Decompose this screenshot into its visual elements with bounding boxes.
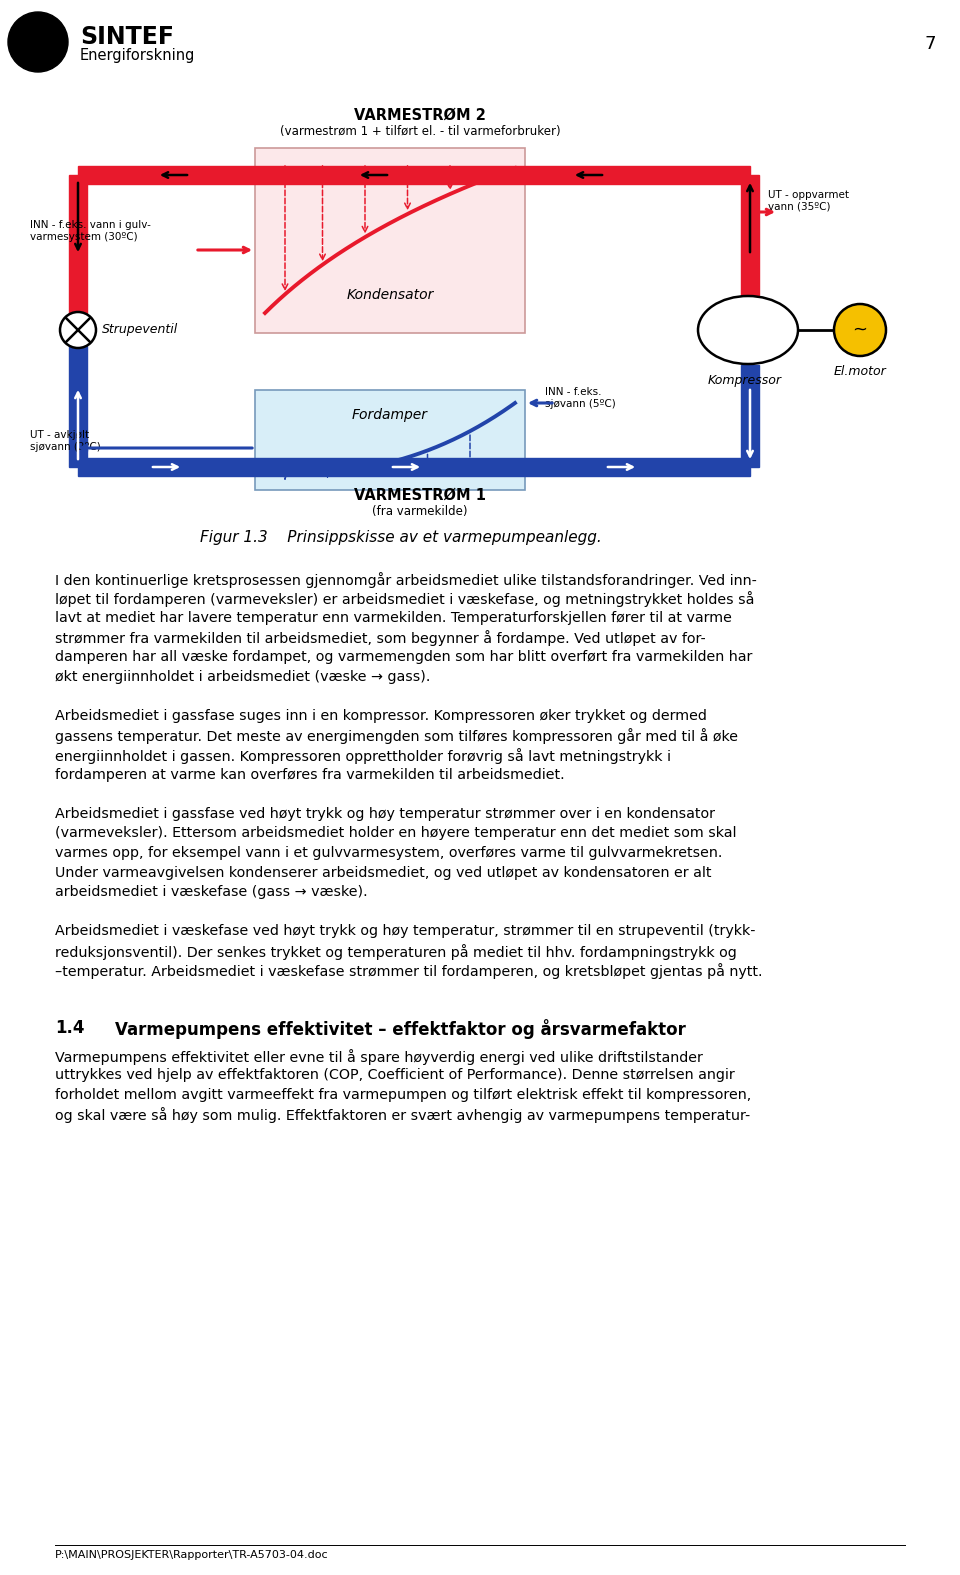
Bar [255, 391, 525, 490]
Circle shape [22, 27, 54, 58]
Text: Energiforskning: Energiforskning [80, 47, 196, 63]
Text: Kondensator: Kondensator [347, 288, 434, 302]
Text: INN - f.eks. vann i gulv-
varmesystem (30ºC): INN - f.eks. vann i gulv- varmesystem (3… [30, 221, 151, 241]
Text: løpet til fordamperen (varmeveksler) er arbeidsmediet i væskefase, og metningstr: løpet til fordamperen (varmeveksler) er … [55, 592, 755, 608]
Circle shape [834, 304, 886, 356]
Text: Arbeidsmediet i gassfase suges inn i en kompressor. Kompressoren øker trykket og: Arbeidsmediet i gassfase suges inn i en … [55, 709, 707, 723]
Text: Arbeidsmediet i gassfase ved høyt trykk og høy temperatur strømmer over i en kon: Arbeidsmediet i gassfase ved høyt trykk … [55, 806, 715, 821]
Bar [69, 346, 87, 468]
Text: (varmestrøm 1 + tilført el. - til varmeforbruker): (varmestrøm 1 + tilført el. - til varmef… [279, 124, 561, 139]
Text: INN - f.eks.
sjøvann (5ºC): INN - f.eks. sjøvann (5ºC) [545, 387, 615, 408]
Text: reduksjonsventil). Der senkes trykket og temperaturen på mediet til hhv. fordamp: reduksjonsventil). Der senkes trykket og… [55, 943, 736, 959]
Text: P:\MAIN\PROSJEKTER\Rapporter\TR-A5703-04.doc: P:\MAIN\PROSJEKTER\Rapporter\TR-A5703-04… [55, 1550, 328, 1559]
Text: 1.4: 1.4 [55, 1019, 84, 1036]
Text: forholdet mellom avgitt varmeeffekt fra varmepumpen og tilført elektrisk effekt : forholdet mellom avgitt varmeeffekt fra … [55, 1088, 752, 1102]
Text: uttrykkes ved hjelp av effektfaktoren (COP, Coefficient of Performance). Denne s: uttrykkes ved hjelp av effektfaktoren (C… [55, 1068, 734, 1082]
Text: ~: ~ [852, 321, 868, 339]
Text: (varmeveksler). Ettersom arbeidsmediet holder en høyere temperatur enn det medie: (varmeveksler). Ettersom arbeidsmediet h… [55, 827, 736, 841]
Bar [78, 165, 750, 184]
Text: –temperatur. Arbeidsmediet i væskefase strømmer til fordamperen, og kretsbløpet : –temperatur. Arbeidsmediet i væskefase s… [55, 964, 762, 980]
Text: varmes opp, for eksempel vann i et gulvvarmesystem, overføres varme til gulvvarm: varmes opp, for eksempel vann i et gulvv… [55, 846, 722, 860]
Circle shape [28, 32, 48, 52]
Bar [741, 175, 759, 295]
Ellipse shape [698, 296, 798, 364]
Text: VARMESTRØM 2: VARMESTRØM 2 [354, 109, 486, 123]
Text: fordamperen at varme kan overføres fra varmekilden til arbeidsmediet.: fordamperen at varme kan overføres fra v… [55, 767, 564, 781]
Text: Varmepumpens effektivitet – effektfaktor og årsvarmefaktor: Varmepumpens effektivitet – effektfaktor… [115, 1019, 685, 1040]
Text: og skal være så høy som mulig. Effektfaktoren er svært avhengig av varmepumpens : og skal være så høy som mulig. Effektfak… [55, 1107, 751, 1123]
Circle shape [16, 20, 60, 65]
Text: Varmepumpens effektivitet eller evne til å spare høyverdig energi ved ulike drif: Varmepumpens effektivitet eller evne til… [55, 1049, 703, 1065]
Text: strømmer fra varmekilden til arbeidsmediet, som begynner å fordampe. Ved utløpet: strømmer fra varmekilden til arbeidsmedi… [55, 630, 706, 646]
Bar [78, 458, 750, 476]
Text: lavt at mediet har lavere temperatur enn varmekilden. Temperaturforskjellen føre: lavt at mediet har lavere temperatur enn… [55, 611, 732, 625]
Text: Fordamper: Fordamper [352, 408, 428, 422]
Text: Figur 1.3    Prinsippskisse av et varmepumpeanlegg.: Figur 1.3 Prinsippskisse av et varmepump… [200, 531, 602, 545]
Bar [69, 175, 87, 331]
Bar [741, 365, 759, 468]
Text: Under varmeavgivelsen kondenserer arbeidsmediet, og ved utløpet av kondensatoren: Under varmeavgivelsen kondenserer arbeid… [55, 866, 711, 879]
Text: VARMESTRØM 1: VARMESTRØM 1 [354, 488, 486, 502]
Text: 7: 7 [924, 35, 936, 54]
Text: arbeidsmediet i væskefase (gass → væske).: arbeidsmediet i væskefase (gass → væske)… [55, 885, 368, 899]
Circle shape [8, 13, 68, 72]
Text: Strupeventil: Strupeventil [102, 323, 179, 337]
Text: gassens temperatur. Det meste av energimengden som tilføres kompressoren går med: gassens temperatur. Det meste av energim… [55, 729, 738, 745]
Text: (fra varmekilde): (fra varmekilde) [372, 506, 468, 518]
Text: Arbeidsmediet i væskefase ved høyt trykk og høy temperatur, strømmer til en stru: Arbeidsmediet i væskefase ved høyt trykk… [55, 925, 756, 939]
Text: El.motor: El.motor [833, 365, 886, 378]
Circle shape [60, 312, 96, 348]
Text: SINTEF: SINTEF [80, 25, 174, 49]
Text: UT - oppvarmet
vann (35ºC): UT - oppvarmet vann (35ºC) [768, 191, 849, 211]
Text: energiinnholdet i gassen. Kompressoren opprettholder forøvrig så lavt metningstr: energiinnholdet i gassen. Kompressoren o… [55, 748, 671, 764]
Text: damperen har all væske fordampet, og varmemengden som har blitt overført fra var: damperen har all væske fordampet, og var… [55, 650, 753, 665]
Bar [255, 148, 525, 332]
Text: UT - avkjølt
sjøvann (2ºC): UT - avkjølt sjøvann (2ºC) [30, 430, 101, 452]
Text: økt energiinnholdet i arbeidsmediet (væske → gass).: økt energiinnholdet i arbeidsmediet (væs… [55, 669, 430, 684]
Text: Kompressor: Kompressor [708, 373, 782, 387]
Text: I den kontinuerlige kretsprosessen gjennomgår arbeidsmediet ulike tilstandsforan: I den kontinuerlige kretsprosessen gjenn… [55, 572, 756, 587]
Circle shape [32, 36, 44, 47]
